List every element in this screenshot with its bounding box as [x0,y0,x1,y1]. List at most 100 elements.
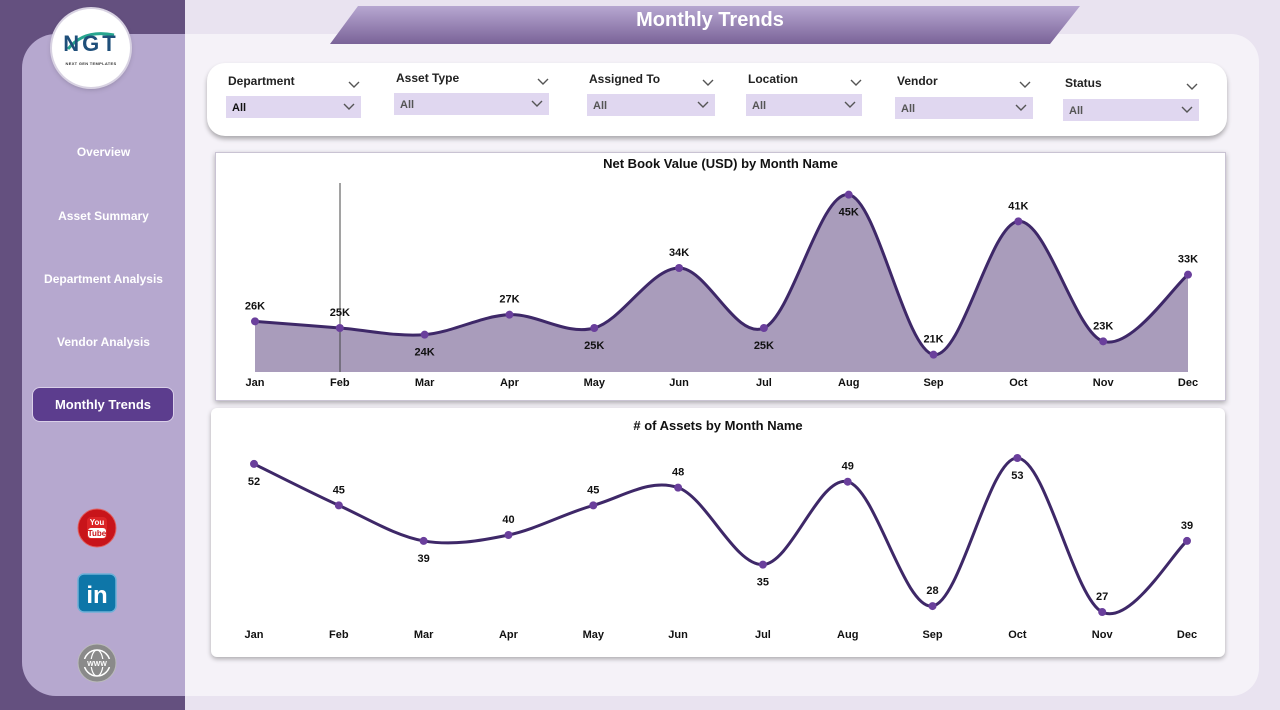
page-title: Monthly Trends [636,9,784,31]
data-label: 23K [1093,320,1113,332]
youtube-icon-text-2: Tube [88,529,107,538]
filter-label-asset-type: Asset Type [396,71,460,85]
net-book-value-chart-card: Net Book Value (USD) by Month Name 26K Ja… [215,152,1226,401]
x-tick-label: Sep [922,629,942,641]
sidebar-item-asset-summary[interactable]: Asset Summary [58,209,149,223]
data-label: 39 [1181,520,1193,532]
web-icon-text: WWW [87,661,107,668]
data-label: 34K [669,247,689,259]
data-point-apr [505,310,514,319]
sidebar-item-department-analysis[interactable]: Department Analysis [44,272,163,286]
data-point-sep [929,350,938,359]
x-tick-label: Nov [1093,377,1115,389]
filter-value: All [752,100,767,112]
data-label: 24K [415,347,435,359]
x-tick-label: Apr [499,629,519,641]
data-point-nov [1098,608,1107,616]
data-label: 21K [923,334,943,346]
filter-label-department: Department [228,74,295,88]
chevron-down-icon [1015,103,1027,115]
filter-select-asset-type[interactable]: All [394,93,549,115]
data-point-oct [1014,217,1023,226]
filter-value: All [232,102,247,114]
x-tick-label: Dec [1178,377,1198,389]
data-point-jan [251,317,259,326]
area-fill [255,194,1188,372]
data-label: 45 [587,484,599,496]
linkedin-icon[interactable]: in [77,573,117,613]
data-label: 27K [499,294,519,306]
data-label: 45 [333,484,345,496]
data-label: 40 [502,514,514,526]
chevron-down-icon [844,100,856,112]
filter-label-assigned-to: Assigned To [589,72,661,86]
x-tick-label: Aug [838,377,859,389]
web-icon[interactable]: WWW [77,643,117,683]
filter-value: All [901,103,916,115]
filter-select-location[interactable]: All [746,94,862,116]
title-banner [330,6,1080,44]
x-tick-label: Jul [756,377,772,389]
data-label: 35 [757,577,769,589]
x-tick-label: Feb [330,377,350,389]
data-point-aug [844,190,853,199]
logo: NGT NEXT GEN TEMPLATES [52,9,130,87]
data-label: 52 [248,476,260,488]
x-tick-label: Dec [1177,629,1197,641]
linkedin-icon-text: in [86,582,107,609]
chevron-down-icon[interactable] [348,76,360,94]
filter-label-location: Location [748,72,798,86]
chart-title: # of Assets by Month Name [633,418,803,433]
sidebar-item-vendor-analysis[interactable]: Vendor Analysis [57,335,150,349]
x-tick-label: Sep [923,377,943,389]
x-tick-label: May [584,377,606,389]
filter-select-department[interactable]: All [226,96,361,118]
sidebar-item-monthly-trends[interactable]: Monthly Trends [32,387,174,422]
data-point-nov [1099,337,1108,346]
chevron-down-icon[interactable] [850,74,862,92]
chevron-down-icon[interactable] [537,73,549,91]
sidebar-item-overview[interactable]: Overview [76,145,131,159]
filter-select-status[interactable]: All [1063,99,1199,121]
logo-subtitle: NEXT GEN TEMPLATES [65,61,117,66]
data-point-feb [335,324,344,332]
data-point-jul [759,324,768,332]
data-label: 39 [418,553,430,565]
filter-select-assigned-to[interactable]: All [587,94,715,116]
data-label: 26K [245,300,265,312]
x-tick-label: Feb [329,629,349,641]
youtube-icon[interactable]: You Tube [77,508,117,548]
filter-value: All [593,100,608,112]
asset-count-chart-card: # of Assets by Month Name 52 Jan 45 Feb 39 Ma… [211,408,1225,657]
data-point-dec [1184,270,1192,279]
x-tick-label: Jan [246,377,265,389]
data-point-jun [674,483,683,492]
x-tick-label: Jun [668,629,688,641]
chevron-down-icon [531,99,543,111]
chevron-down-icon[interactable] [1186,78,1198,96]
x-tick-label: Mar [414,629,434,641]
x-tick-label: May [583,629,605,641]
data-label: 27 [1096,591,1108,603]
data-point-aug [843,477,852,486]
data-point-jun [675,264,684,272]
data-label: 53 [1011,470,1023,482]
filter-select-vendor[interactable]: All [895,97,1033,119]
chevron-down-icon[interactable] [1019,76,1031,94]
data-point-oct [1013,454,1022,462]
data-point-mar [419,536,428,545]
data-label: 49 [842,461,854,473]
chevron-down-icon [1181,105,1193,117]
x-tick-label: Jan [245,629,264,641]
data-point-mar [420,330,429,339]
data-label: 25K [754,340,774,352]
data-label: 25K [330,307,350,319]
chevron-down-icon [343,102,355,114]
x-tick-label: Oct [1009,377,1028,389]
data-label: 48 [672,467,684,479]
chevron-down-icon[interactable] [702,74,714,92]
asset-count-chart: 52 Jan 45 Feb 39 Mar 40 Apr 45 May 48 Jun 35 Jul 49 Aug… [245,454,1197,641]
data-point-may [589,501,598,510]
data-point-may [590,324,599,332]
filter-label-status: Status [1065,76,1102,90]
